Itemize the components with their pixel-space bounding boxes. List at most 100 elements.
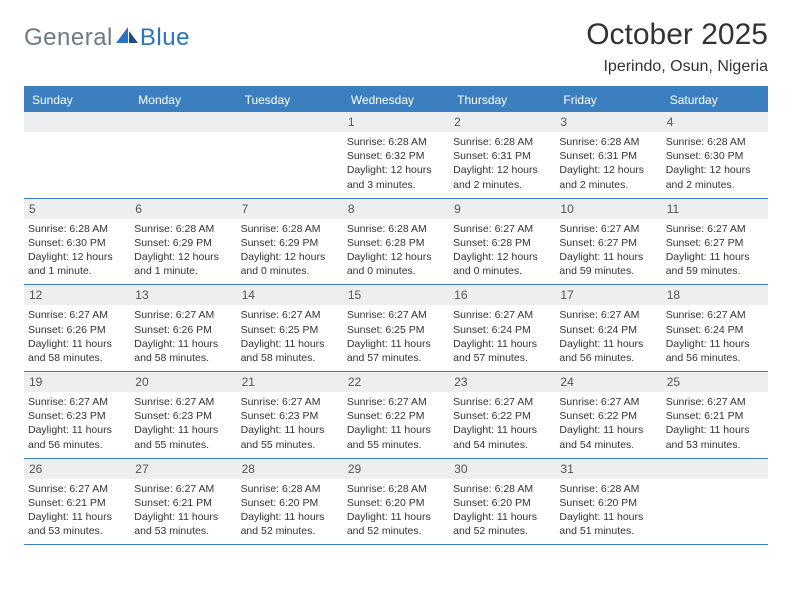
sunrise-text: Sunrise: 6:28 AM bbox=[241, 482, 339, 496]
day-number: 19 bbox=[24, 372, 130, 392]
day-number: . bbox=[662, 459, 768, 479]
daylight-text: Daylight: 11 hours and 57 minutes. bbox=[347, 337, 445, 365]
sunrise-text: Sunrise: 6:27 AM bbox=[241, 308, 339, 322]
daylight-text: Daylight: 12 hours and 0 minutes. bbox=[347, 250, 445, 278]
sunrise-text: Sunrise: 6:27 AM bbox=[134, 308, 232, 322]
day-cell: 15Sunrise: 6:27 AMSunset: 6:25 PMDayligh… bbox=[343, 285, 449, 371]
sunrise-text: Sunrise: 6:27 AM bbox=[134, 395, 232, 409]
day-cell: 14Sunrise: 6:27 AMSunset: 6:25 PMDayligh… bbox=[237, 285, 343, 371]
logo: General Blue bbox=[24, 18, 190, 52]
sunrise-text: Sunrise: 6:28 AM bbox=[28, 222, 126, 236]
day-number: 6 bbox=[130, 199, 236, 219]
dow-thursday: Thursday bbox=[449, 88, 555, 112]
sunset-text: Sunset: 6:28 PM bbox=[453, 236, 551, 250]
day-number: 7 bbox=[237, 199, 343, 219]
sunset-text: Sunset: 6:23 PM bbox=[241, 409, 339, 423]
week-row: 26Sunrise: 6:27 AMSunset: 6:21 PMDayligh… bbox=[24, 459, 768, 546]
sunset-text: Sunset: 6:25 PM bbox=[241, 323, 339, 337]
sunrise-text: Sunrise: 6:28 AM bbox=[559, 482, 657, 496]
daylight-text: Daylight: 11 hours and 54 minutes. bbox=[453, 423, 551, 451]
day-number: 1 bbox=[343, 112, 449, 132]
dow-friday: Friday bbox=[555, 88, 661, 112]
daylight-text: Daylight: 11 hours and 59 minutes. bbox=[559, 250, 657, 278]
daylight-text: Daylight: 11 hours and 52 minutes. bbox=[347, 510, 445, 538]
day-details: Sunrise: 6:28 AMSunset: 6:20 PMDaylight:… bbox=[241, 482, 339, 539]
sunset-text: Sunset: 6:22 PM bbox=[559, 409, 657, 423]
day-of-week-header: Sunday Monday Tuesday Wednesday Thursday… bbox=[24, 88, 768, 112]
daylight-text: Daylight: 11 hours and 53 minutes. bbox=[666, 423, 764, 451]
month-title: October 2025 bbox=[586, 18, 768, 52]
sunrise-text: Sunrise: 6:27 AM bbox=[453, 395, 551, 409]
week-row: ...1Sunrise: 6:28 AMSunset: 6:32 PMDayli… bbox=[24, 112, 768, 199]
sunset-text: Sunset: 6:24 PM bbox=[559, 323, 657, 337]
sunset-text: Sunset: 6:30 PM bbox=[28, 236, 126, 250]
sunset-text: Sunset: 6:22 PM bbox=[347, 409, 445, 423]
day-number: . bbox=[130, 112, 236, 132]
day-cell: 30Sunrise: 6:28 AMSunset: 6:20 PMDayligh… bbox=[449, 459, 555, 545]
sunrise-text: Sunrise: 6:28 AM bbox=[347, 222, 445, 236]
sunrise-text: Sunrise: 6:27 AM bbox=[28, 395, 126, 409]
sunrise-text: Sunrise: 6:27 AM bbox=[28, 482, 126, 496]
title-block: October 2025 Iperindo, Osun, Nigeria bbox=[586, 18, 768, 76]
daylight-text: Daylight: 11 hours and 53 minutes. bbox=[134, 510, 232, 538]
day-cell: . bbox=[662, 459, 768, 545]
logo-text-general: General bbox=[24, 24, 113, 52]
day-details: Sunrise: 6:28 AMSunset: 6:30 PMDaylight:… bbox=[666, 135, 764, 192]
day-number: 28 bbox=[237, 459, 343, 479]
day-cell: 28 Sunrise: 6:28 AMSunset: 6:20 PMDayligh… bbox=[237, 459, 343, 545]
sunrise-text: Sunrise: 6:28 AM bbox=[453, 135, 551, 149]
daylight-text: Daylight: 11 hours and 52 minutes. bbox=[241, 510, 339, 538]
daylight-text: Daylight: 12 hours and 2 minutes. bbox=[559, 163, 657, 191]
day-cell: . bbox=[24, 112, 130, 198]
day-details: Sunrise: 6:28 AMSunset: 6:29 PMDaylight:… bbox=[134, 222, 232, 279]
dow-wednesday: Wednesday bbox=[343, 88, 449, 112]
location-label: Iperindo, Osun, Nigeria bbox=[586, 58, 768, 76]
day-number: 22 bbox=[343, 372, 449, 392]
sunrise-text: Sunrise: 6:27 AM bbox=[559, 395, 657, 409]
day-cell: 3Sunrise: 6:28 AMSunset: 6:31 PMDaylight… bbox=[555, 112, 661, 198]
day-cell: 29Sunrise: 6:28 AMSunset: 6:20 PMDayligh… bbox=[343, 459, 449, 545]
sunset-text: Sunset: 6:31 PM bbox=[453, 149, 551, 163]
day-number: 24 bbox=[555, 372, 661, 392]
day-details: Sunrise: 6:27 AMSunset: 6:25 PMDaylight:… bbox=[241, 308, 339, 365]
day-cell: 24Sunrise: 6:27 AMSunset: 6:22 PMDayligh… bbox=[555, 372, 661, 458]
day-cell: 10Sunrise: 6:27 AMSunset: 6:27 PMDayligh… bbox=[555, 199, 661, 285]
sunrise-text: Sunrise: 6:28 AM bbox=[241, 222, 339, 236]
sunset-text: Sunset: 6:27 PM bbox=[666, 236, 764, 250]
sunrise-text: Sunrise: 6:28 AM bbox=[453, 482, 551, 496]
day-cell: 5Sunrise: 6:28 AMSunset: 6:30 PMDaylight… bbox=[24, 199, 130, 285]
day-details: Sunrise: 6:28 AMSunset: 6:29 PMDaylight:… bbox=[241, 222, 339, 279]
daylight-text: Daylight: 11 hours and 55 minutes. bbox=[134, 423, 232, 451]
daylight-text: Daylight: 11 hours and 51 minutes. bbox=[559, 510, 657, 538]
day-details: Sunrise: 6:28 AMSunset: 6:28 PMDaylight:… bbox=[347, 222, 445, 279]
day-number: . bbox=[24, 112, 130, 132]
sunset-text: Sunset: 6:29 PM bbox=[134, 236, 232, 250]
sunset-text: Sunset: 6:24 PM bbox=[666, 323, 764, 337]
day-number: 2 bbox=[449, 112, 555, 132]
header: General Blue October 2025 Iperindo, Osun… bbox=[24, 18, 768, 76]
day-cell: 26Sunrise: 6:27 AMSunset: 6:21 PMDayligh… bbox=[24, 459, 130, 545]
sunrise-text: Sunrise: 6:27 AM bbox=[666, 308, 764, 322]
day-cell: . bbox=[237, 112, 343, 198]
day-cell: 16Sunrise: 6:27 AMSunset: 6:24 PMDayligh… bbox=[449, 285, 555, 371]
sunrise-text: Sunrise: 6:28 AM bbox=[666, 135, 764, 149]
day-details: Sunrise: 6:28 AMSunset: 6:31 PMDaylight:… bbox=[559, 135, 657, 192]
day-cell: 19 Sunrise: 6:27 AMSunset: 6:23 PMDayligh… bbox=[24, 372, 130, 458]
day-number: 27 bbox=[130, 459, 236, 479]
day-details: Sunrise: 6:28 AMSunset: 6:30 PMDaylight:… bbox=[28, 222, 126, 279]
sunrise-text: Sunrise: 6:27 AM bbox=[666, 395, 764, 409]
daylight-text: Daylight: 11 hours and 57 minutes. bbox=[453, 337, 551, 365]
day-details: Sunrise: 6:27 AMSunset: 6:22 PMDaylight:… bbox=[347, 395, 445, 452]
daylight-text: Daylight: 11 hours and 55 minutes. bbox=[347, 423, 445, 451]
sunset-text: Sunset: 6:20 PM bbox=[347, 496, 445, 510]
day-cell: 6 Sunrise: 6:28 AMSunset: 6:29 PMDaylight… bbox=[130, 199, 236, 285]
sunrise-text: Sunrise: 6:27 AM bbox=[347, 395, 445, 409]
day-details: Sunrise: 6:27 AMSunset: 6:23 PMDaylight:… bbox=[28, 395, 126, 452]
calendar-page: General Blue October 2025 Iperindo, Osun… bbox=[0, 0, 792, 545]
sunset-text: Sunset: 6:25 PM bbox=[347, 323, 445, 337]
day-details: Sunrise: 6:27 AMSunset: 6:21 PMDaylight:… bbox=[666, 395, 764, 452]
daylight-text: Daylight: 11 hours and 53 minutes. bbox=[28, 510, 126, 538]
day-number: 9 bbox=[449, 199, 555, 219]
day-cell: 12Sunrise: 6:27 AMSunset: 6:26 PMDayligh… bbox=[24, 285, 130, 371]
sunset-text: Sunset: 6:20 PM bbox=[453, 496, 551, 510]
